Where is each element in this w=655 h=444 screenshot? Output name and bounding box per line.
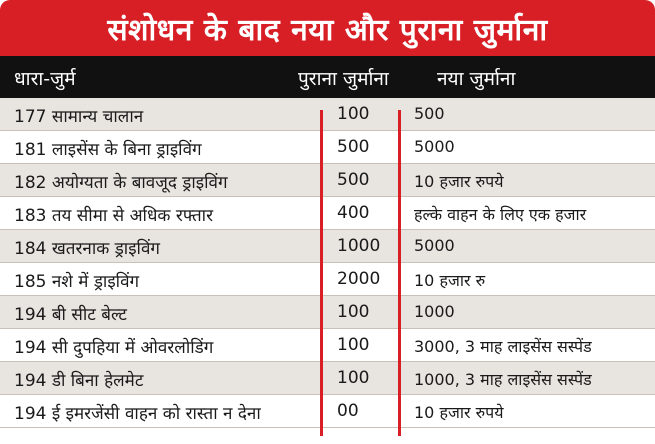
new-fine-cell: 1000, 3 माह लाइसेंस सस्पेंड xyxy=(414,370,592,389)
table-row: 182 अयोग्यता के बावजूद ड्राइविंग 500 10 … xyxy=(0,164,655,197)
old-fine-cell: 500 xyxy=(337,137,370,157)
page-title: संशोधन के बाद नया और पुराना जुर्माना xyxy=(107,12,548,48)
offence-cell: 194 सी दुपहिया में ओवरलोडिंग xyxy=(14,338,214,358)
new-fine-cell: 5000 xyxy=(414,236,455,255)
table-row: 194 सी दुपहिया में ओवरलोडिंग 100 3000, 3… xyxy=(0,329,655,362)
header-new-fine: नया जुर्माना xyxy=(437,68,516,90)
new-fine-cell: 5000 xyxy=(414,137,455,156)
new-fine-cell: हल्के वाहन के लिए एक हजार xyxy=(414,205,587,224)
new-fine-cell: 10 हजार रु xyxy=(414,271,486,290)
column-divider-old xyxy=(320,110,323,436)
table-header: धारा-जुर्म पुराना जुर्माना नया जुर्माना xyxy=(0,56,655,98)
table-row: 181 लाइसेंस के बिना ड्राइविंग 500 5000 xyxy=(0,131,655,164)
new-fine-cell: 1000 xyxy=(414,302,455,321)
table-row: 194 डी बिना हेलमेट 100 1000, 3 माह लाइसे… xyxy=(0,362,655,395)
new-fine-cell: 500 xyxy=(414,104,445,123)
offence-cell: 194 डी बिना हेलमेट xyxy=(14,371,144,391)
offence-cell: 194 ई इमरजेंसी वाहन को रास्ता न देना xyxy=(14,404,261,424)
table-row: 177 सामान्य चालान 100 500 xyxy=(0,98,655,131)
header-offence: धारा-जुर्म xyxy=(14,68,76,90)
table-row: 185 नशे में ड्राइविंग 2000 10 हजार रु xyxy=(0,263,655,296)
offence-cell: 182 अयोग्यता के बावजूद ड्राइविंग xyxy=(14,173,228,193)
old-fine-cell: 100 xyxy=(337,104,370,124)
new-fine-cell: 10 हजार रुपये xyxy=(414,403,504,422)
table-row: 194 ई इमरजेंसी वाहन को रास्ता न देना 00 … xyxy=(0,395,655,428)
old-fine-cell: 100 xyxy=(337,335,370,355)
old-fine-cell: 100 xyxy=(337,302,370,322)
title-bar: संशोधन के बाद नया और पुराना जुर्माना xyxy=(0,0,655,56)
column-divider-new xyxy=(398,110,401,436)
new-fine-cell: 3000, 3 माह लाइसेंस सस्पेंड xyxy=(414,337,592,356)
table-row: 183 तय सीमा से अधिक रफ्तार 400 हल्के वाह… xyxy=(0,197,655,230)
old-fine-cell: 2000 xyxy=(337,269,381,289)
offence-cell: 185 नशे में ड्राइविंग xyxy=(14,272,140,292)
offence-cell: 194 बी सीट बेल्ट xyxy=(14,305,127,325)
header-old-fine: पुराना जुर्माना xyxy=(298,68,389,90)
old-fine-cell: 100 xyxy=(337,368,370,388)
table-body: 177 सामान्य चालान 100 500 181 लाइसेंस के… xyxy=(0,98,655,428)
new-fine-cell: 10 हजार रुपये xyxy=(414,172,504,191)
old-fine-cell: 1000 xyxy=(337,236,381,256)
offence-cell: 183 तय सीमा से अधिक रफ्तार xyxy=(14,206,214,226)
table-row: 194 बी सीट बेल्ट 100 1000 xyxy=(0,296,655,329)
table-row: 184 खतरनाक ड्राइविंग 1000 5000 xyxy=(0,230,655,263)
offence-cell: 184 खतरनाक ड्राइविंग xyxy=(14,239,160,259)
old-fine-cell: 500 xyxy=(337,170,370,190)
offence-cell: 181 लाइसेंस के बिना ड्राइविंग xyxy=(14,140,202,160)
old-fine-cell: 00 xyxy=(337,401,359,421)
offence-cell: 177 सामान्य चालान xyxy=(14,107,144,127)
old-fine-cell: 400 xyxy=(337,203,370,223)
